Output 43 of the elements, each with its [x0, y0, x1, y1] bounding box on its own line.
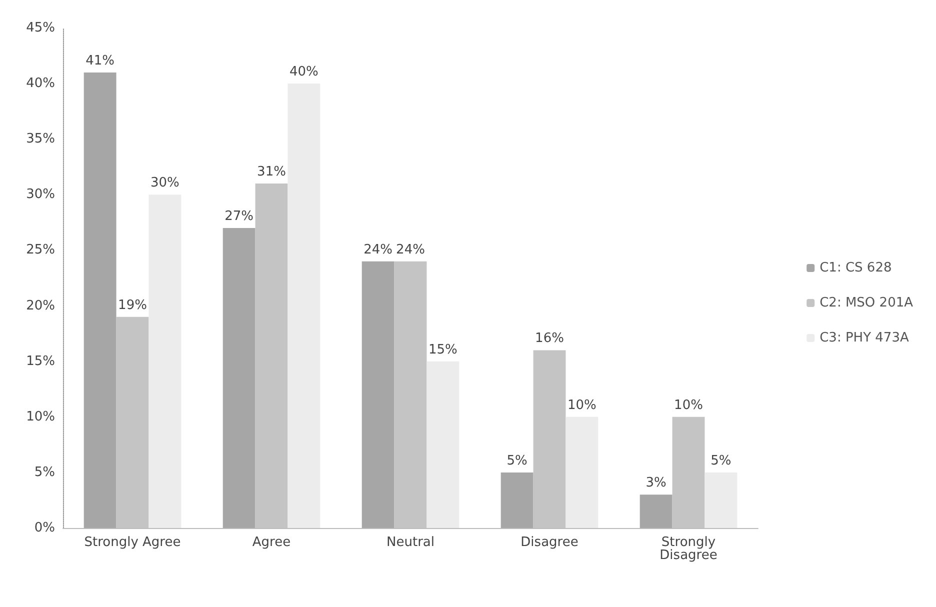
- data-label: 24%: [364, 242, 393, 258]
- y-tick-label: 20%: [26, 298, 55, 314]
- data-label: 40%: [289, 64, 318, 80]
- y-tick-label: 5%: [34, 464, 55, 480]
- y-tick-label: 0%: [34, 520, 55, 536]
- data-label: 19%: [118, 298, 147, 313]
- data-label: 27%: [224, 209, 254, 224]
- legend-label: C3: PHY 473A: [820, 330, 909, 346]
- data-label: 10%: [567, 398, 596, 413]
- y-tick-label: 45%: [26, 20, 55, 36]
- data-label: 5%: [710, 453, 732, 468]
- x-tick-label: Strongly Agree: [84, 535, 181, 550]
- legend-label: C2: MSO 201A: [820, 296, 914, 310]
- bar: [566, 416, 598, 528]
- x-tick-label: Disagree: [520, 535, 578, 550]
- x-tick-label: Strongly Disagree: [660, 535, 718, 563]
- y-tick-label: 10%: [26, 409, 55, 424]
- data-label: 10%: [674, 398, 703, 413]
- data-label: 16%: [535, 331, 564, 346]
- bar: [148, 194, 182, 528]
- bar: [500, 472, 534, 528]
- data-label: 31%: [257, 164, 286, 180]
- bar: [704, 472, 738, 528]
- data-label: 24%: [396, 242, 425, 258]
- y-tick-label: 25%: [26, 242, 55, 258]
- x-tick-label: Agree: [252, 535, 291, 550]
- data-label: 41%: [86, 53, 115, 68]
- legend-label: C1: CS 628: [820, 260, 892, 276]
- y-tick-label: 30%: [26, 187, 55, 202]
- bar: [640, 494, 672, 528]
- data-label: 15%: [428, 342, 458, 358]
- data-label: 3%: [646, 476, 666, 491]
- y-tick-label: 35%: [26, 132, 55, 147]
- bar: [288, 84, 320, 528]
- bar: [362, 261, 394, 528]
- y-tick-label: 15%: [26, 354, 55, 369]
- data-label: 30%: [150, 176, 180, 191]
- x-tick-label: Neutral: [386, 535, 434, 550]
- data-label: 5%: [506, 453, 528, 468]
- bar: [84, 72, 116, 528]
- bar: [222, 228, 256, 528]
- y-tick-label: 40%: [26, 76, 55, 92]
- bar: [426, 361, 460, 528]
